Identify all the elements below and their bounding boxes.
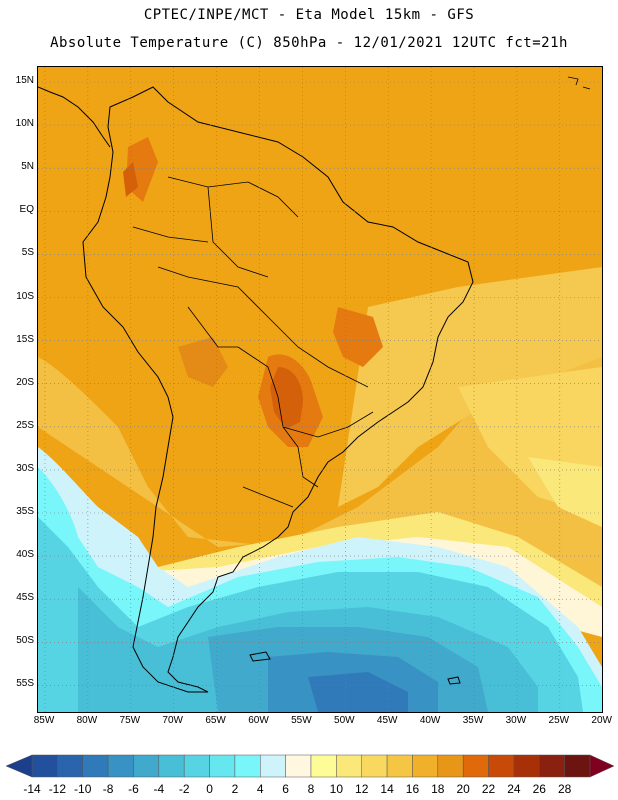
colorbar-box [234, 754, 261, 778]
colorbar-box [437, 754, 464, 778]
lat-label: 20S [16, 376, 34, 388]
lon-label: 40W [419, 715, 441, 726]
lon-label: 20W [591, 715, 612, 726]
lat-label: 5S [21, 247, 34, 259]
lat-label: 30S [16, 462, 34, 474]
lon-label: 70W [162, 715, 183, 726]
colorbar-label: 24 [507, 782, 521, 796]
colorbar-box [260, 754, 286, 778]
colorbar-label: 22 [481, 782, 496, 796]
lon-label: 85W [33, 715, 55, 726]
lon-label: 50W [334, 715, 355, 726]
chart-subtitle: Absolute Temperature (C) 850hPa - 12/01/… [50, 35, 568, 51]
lon-label: 25W [548, 715, 570, 726]
colorbar-label: -6 [128, 782, 139, 796]
lat-label: 35S [16, 506, 34, 517]
colorbar-label: 8 [307, 782, 315, 796]
colorbar-box [462, 754, 489, 778]
colorbar-box [183, 754, 210, 778]
lat-label: EQ [19, 204, 34, 216]
lat-label: 10S [16, 290, 34, 302]
lon-label: 80W [76, 715, 98, 726]
lat-label: 25S [16, 419, 34, 431]
colorbar-box [107, 754, 134, 778]
chart-title: CPTEC/INPE/MCT - Eta Model 15km - GFS [143, 7, 475, 23]
colorbar-box [209, 754, 236, 778]
lon-label: 55W [291, 715, 312, 726]
colorbar-box [82, 754, 109, 778]
colorbar-label: -10 [74, 782, 92, 796]
colorbar-max-arrow [589, 754, 615, 778]
lat-label: 55S [16, 678, 34, 690]
colorbar-label: 4 [256, 782, 264, 796]
colorbar-label: -14 [23, 782, 41, 796]
lon-label: 75W [119, 715, 141, 726]
lon-label: 35W [462, 715, 484, 726]
lat-label: 40S [16, 549, 34, 561]
lon-label: 60W [248, 715, 269, 726]
colorbar-box [133, 754, 160, 778]
colorbar-min-arrow [5, 754, 33, 778]
colorbar-box [57, 754, 83, 778]
colorbar-label: 6 [282, 782, 289, 796]
colorbar-label: -4 [153, 782, 165, 796]
colorbar-box [564, 754, 591, 778]
colorbar-label: -2 [178, 782, 190, 796]
lon-label: 30W [505, 715, 527, 726]
colorbar-label: -12 [48, 782, 67, 796]
colorbar-label: 10 [329, 782, 344, 796]
colorbar-label: 28 [557, 782, 572, 796]
colorbar-box [513, 754, 540, 778]
colorbar-box [386, 754, 413, 778]
colorbar [5, 754, 615, 778]
colorbar-box [158, 754, 185, 778]
colorbar-box [361, 754, 388, 778]
colorbar-label: 26 [532, 782, 546, 796]
colorbar-box [310, 754, 337, 778]
colorbar-label: 2 [231, 782, 239, 796]
lat-label: 45S [16, 592, 34, 604]
colorbar-label: 20 [456, 782, 470, 796]
temperature-map [37, 66, 603, 713]
colorbar-label: 18 [431, 782, 445, 796]
colorbar-box [539, 754, 565, 778]
colorbar-label: 0 [206, 782, 213, 796]
colorbar-label: 14 [380, 782, 394, 796]
colorbar-label: -8 [102, 782, 114, 796]
lat-label: 5N [21, 161, 34, 173]
colorbar-label: 16 [405, 782, 420, 796]
colorbar-box [285, 754, 312, 778]
lat-label: 15S [16, 333, 34, 345]
lon-label: 45W [376, 715, 398, 726]
lat-label: 10N [15, 118, 34, 130]
colorbar-box [336, 754, 362, 778]
map-canvas [38, 67, 602, 712]
colorbar-box [412, 754, 439, 778]
colorbar-label: 12 [355, 782, 369, 796]
lat-label: 50S [16, 635, 34, 647]
lon-label: 65W [205, 715, 226, 726]
colorbar-box [488, 754, 515, 778]
lat-label: 15N [15, 75, 34, 86]
colorbar-box [31, 754, 58, 778]
